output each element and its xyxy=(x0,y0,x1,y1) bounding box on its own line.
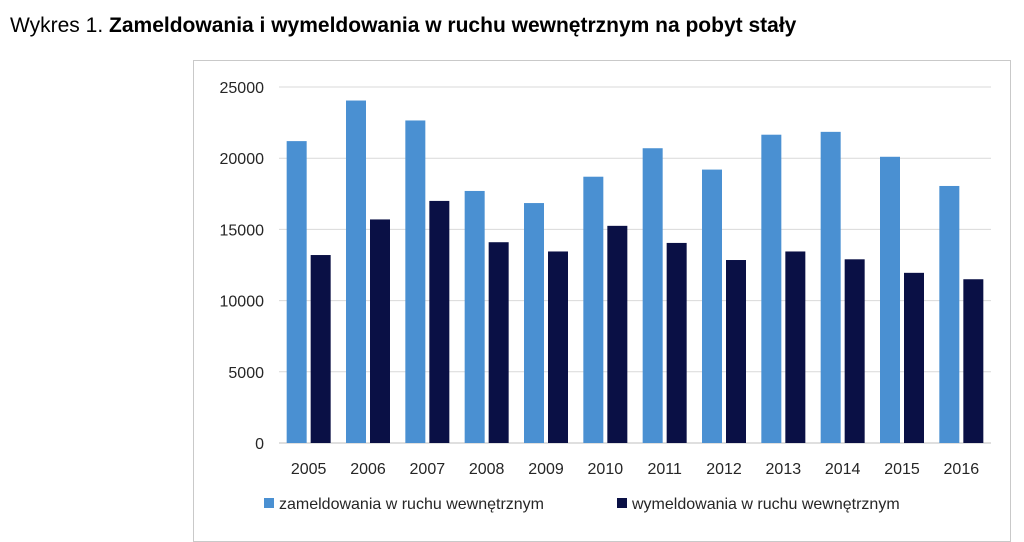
bar-wymeldowania xyxy=(429,200,450,443)
bar-wymeldowania xyxy=(844,259,865,443)
bar-chart: 0 5000 10000 15000 20000 25000 2005 2006 2007 20… xyxy=(220,80,991,513)
bar-wymeldowania xyxy=(904,272,924,443)
bar-zameldowania xyxy=(286,141,307,443)
bar-zameldowania xyxy=(761,134,782,443)
bar-wymeldowania xyxy=(963,279,984,443)
x-tick-label: 2011 xyxy=(647,461,682,478)
bar-zameldowania xyxy=(702,169,722,443)
y-tick-label: 10000 xyxy=(220,294,265,311)
legend-label: wymeldowania w ruchu wewnętrznym xyxy=(631,496,900,513)
bar-wymeldowania xyxy=(607,225,628,443)
bar-zameldowania xyxy=(405,120,426,444)
x-tick-label: 2007 xyxy=(410,461,446,478)
x-tick-label: 2008 xyxy=(469,461,505,478)
bar-wymeldowania xyxy=(548,251,568,443)
x-tick-label: 2005 xyxy=(291,461,327,478)
bar-wymeldowania xyxy=(488,242,509,443)
title-main: Zameldowania i wymeldowania w ruchu wewn… xyxy=(109,14,797,37)
y-tick-label: 15000 xyxy=(220,222,265,239)
x-tick-label: 2013 xyxy=(766,461,802,478)
x-tick-label: 2009 xyxy=(528,461,564,478)
chart-frame: 0 5000 10000 15000 20000 25000 2005 2006 2007 20… xyxy=(193,60,1011,542)
bar-zameldowania xyxy=(820,131,841,443)
y-tick-label: 0 xyxy=(255,436,264,453)
y-tick-label: 25000 xyxy=(220,80,265,97)
bar-wymeldowania xyxy=(370,219,390,443)
bar-wymeldowania xyxy=(726,260,746,443)
x-tick-label: 2006 xyxy=(350,461,386,478)
bar-zameldowania xyxy=(583,176,604,443)
x-tick-label: 2015 xyxy=(884,461,920,478)
x-tick-label: 2012 xyxy=(706,461,742,478)
x-tick-label: 2010 xyxy=(588,461,624,478)
bar-wymeldowania xyxy=(666,242,687,443)
chart-title: Wykres 1. Zameldowania i wymeldowania w … xyxy=(10,14,796,38)
legend-swatch xyxy=(617,498,627,508)
bar-zameldowania xyxy=(524,203,544,443)
bar-wymeldowania xyxy=(785,251,806,443)
bar-zameldowania xyxy=(464,190,485,443)
title-prefix: Wykres 1. xyxy=(10,14,104,37)
bar-zameldowania xyxy=(939,185,960,443)
y-tick-label: 5000 xyxy=(228,365,264,382)
y-tick-label: 20000 xyxy=(220,151,265,168)
legend-swatch xyxy=(264,498,274,508)
legend-label: zameldowania w ruchu wewnętrznym xyxy=(279,496,544,513)
bar-zameldowania xyxy=(346,100,366,443)
bar-wymeldowania xyxy=(310,255,331,443)
x-tick-label: 2014 xyxy=(825,461,861,478)
bar-zameldowania xyxy=(642,148,663,443)
x-tick-label: 2016 xyxy=(944,461,980,478)
bar-zameldowania xyxy=(880,156,900,443)
